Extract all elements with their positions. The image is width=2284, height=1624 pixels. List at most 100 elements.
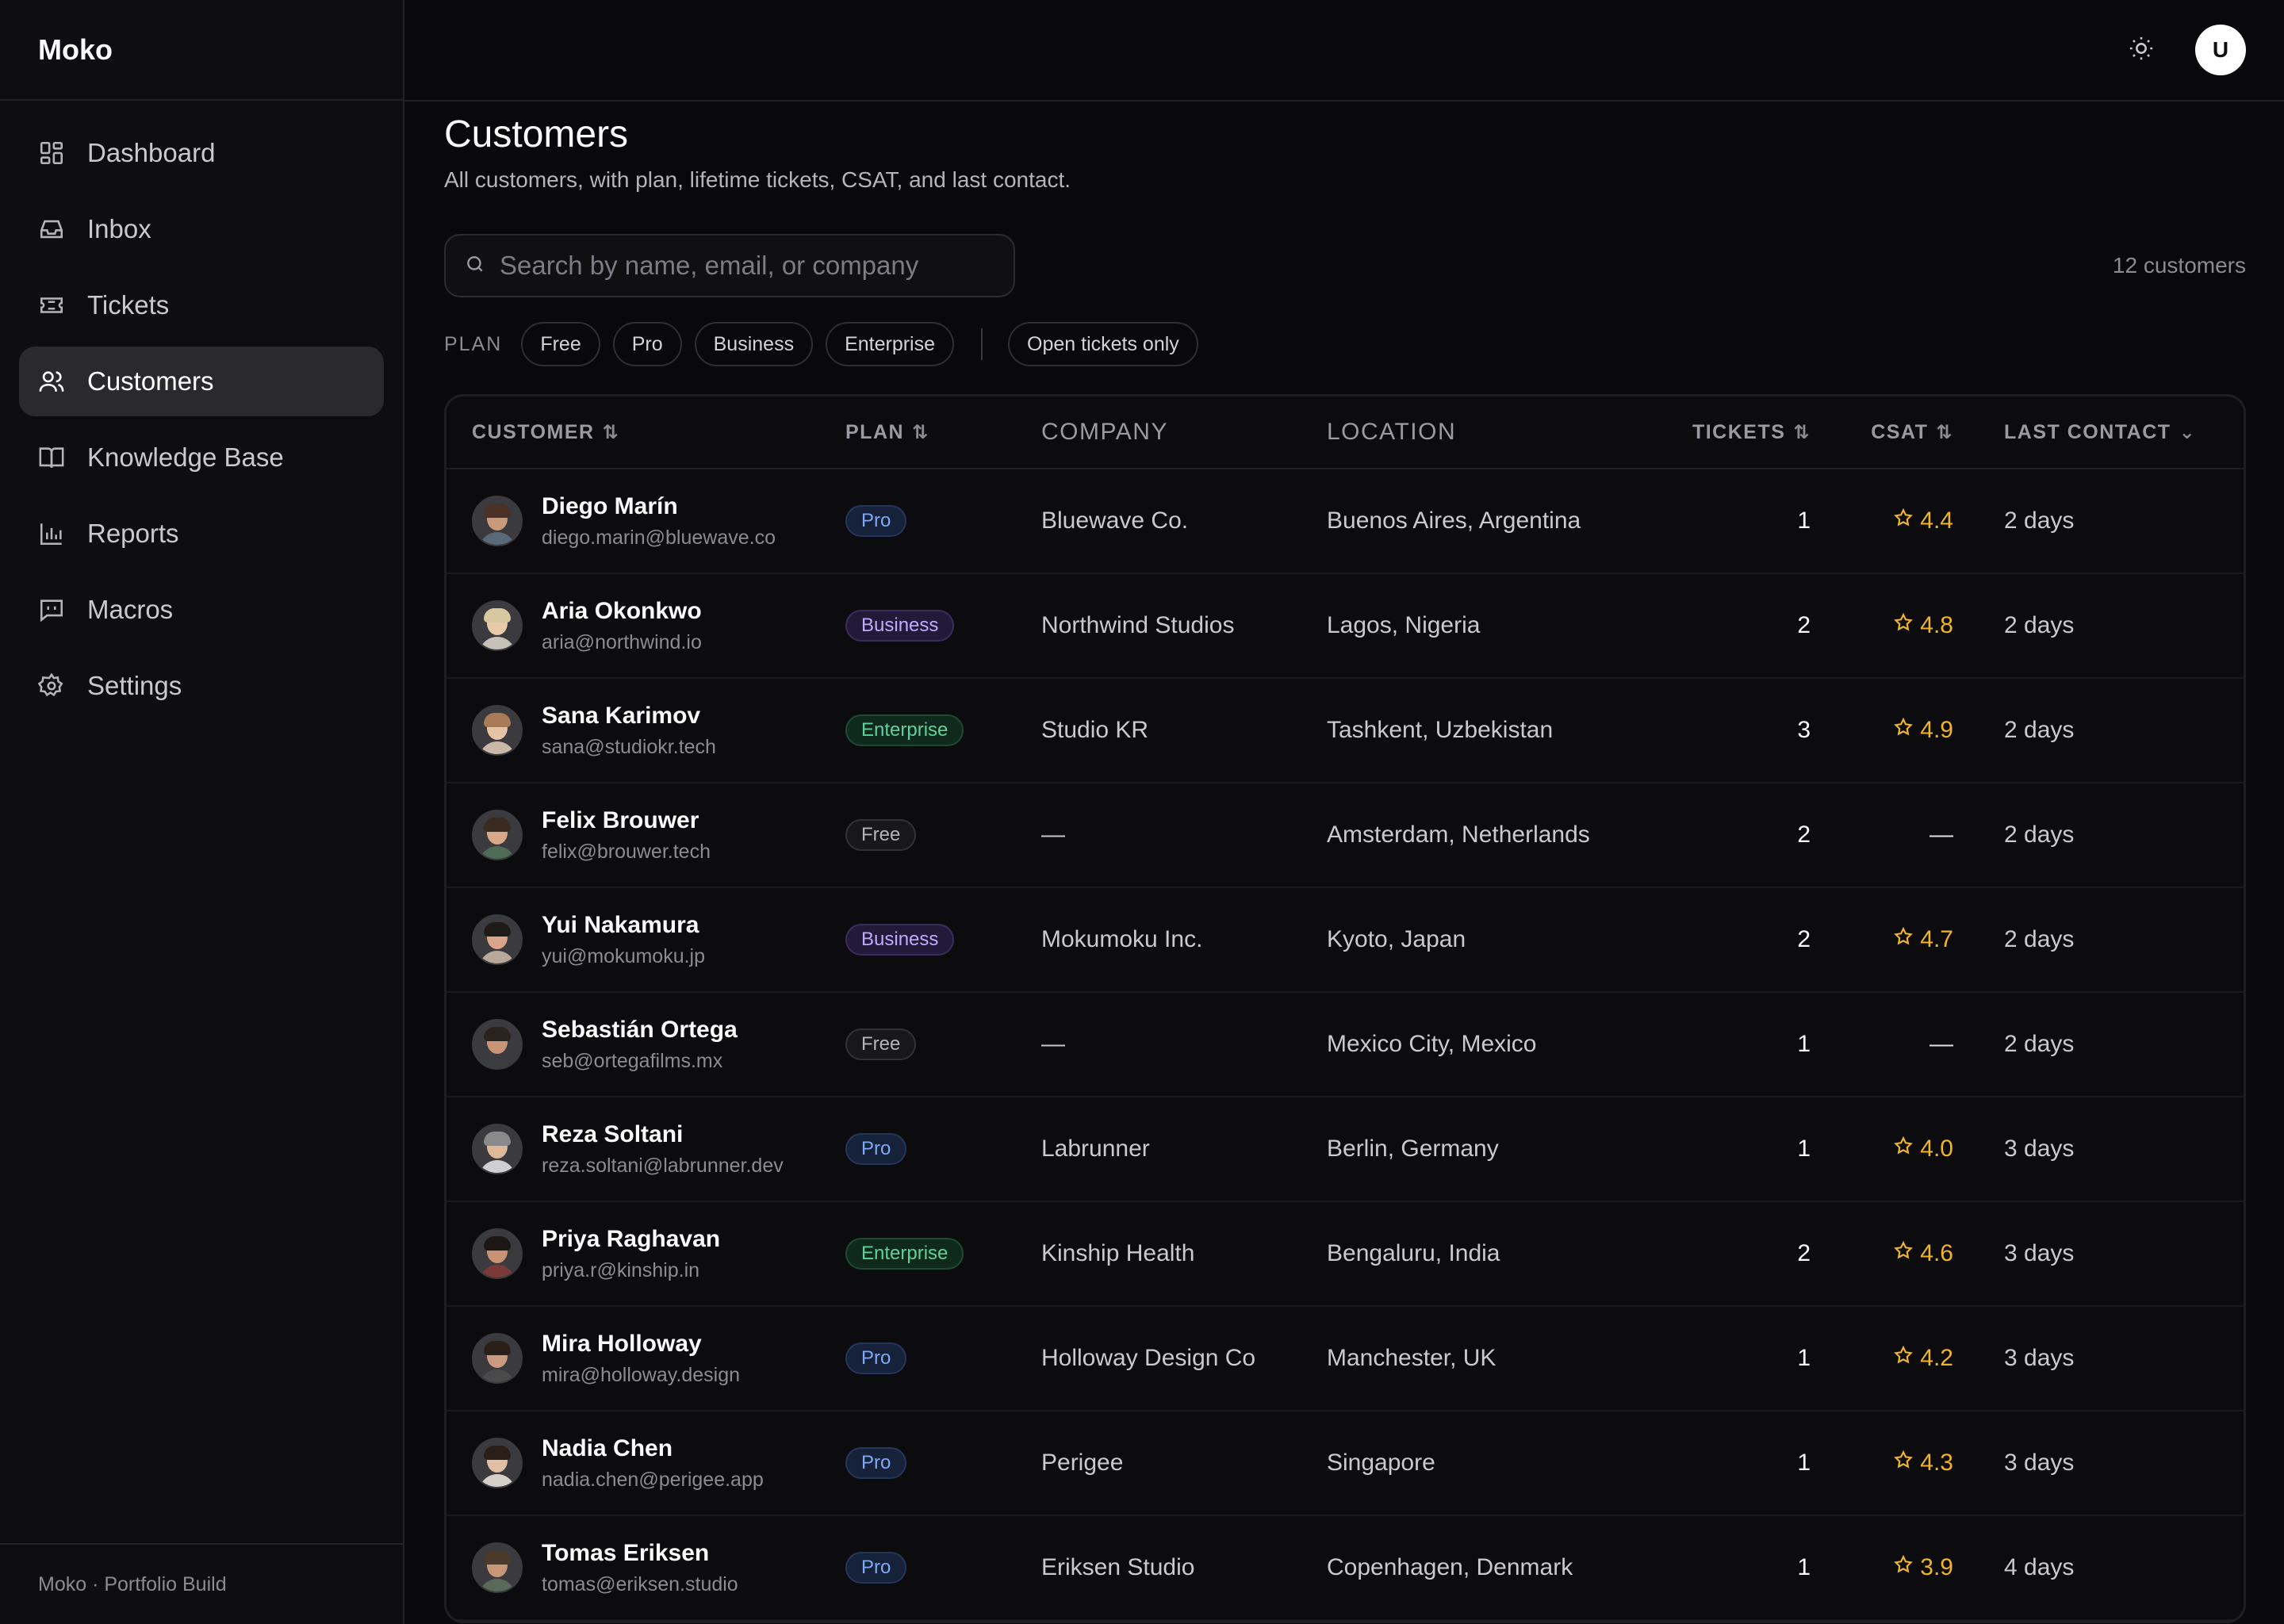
user-avatar-button[interactable]: U xyxy=(2195,25,2246,75)
csat-rating: 4.8 xyxy=(1893,612,1953,639)
csat-cell: 4.9 xyxy=(1811,717,1953,744)
search-input[interactable] xyxy=(500,251,1007,281)
table-row[interactable]: Nadia Chen nadia.chen@perigee.app Pro Pe… xyxy=(446,1411,2244,1516)
customer-name[interactable]: Diego Marín xyxy=(542,492,678,519)
customer-name[interactable]: Sana Karimov xyxy=(542,702,701,729)
table-row[interactable]: Reza Soltani reza.soltani@labrunner.dev … xyxy=(446,1097,2244,1202)
sidebar-item-customers[interactable]: Customers xyxy=(19,347,384,416)
table-row[interactable]: Priya Raghavan priya.r@kinship.in Enterp… xyxy=(446,1202,2244,1307)
location-cell: Berlin, Germany xyxy=(1327,1136,1499,1162)
csat-cell: — xyxy=(1811,822,1953,848)
avatar xyxy=(472,1333,523,1384)
csat-value: 4.2 xyxy=(1920,1345,1953,1371)
customer-name[interactable]: Mira Holloway xyxy=(542,1330,702,1357)
customer-cell: Priya Raghavan priya.r@kinship.in xyxy=(446,1226,845,1282)
sidebar-item-label: Tickets xyxy=(87,290,170,320)
table-row[interactable]: Tomas Eriksen tomas@eriksen.studio Pro E… xyxy=(446,1516,2244,1621)
sidebar-item-reports[interactable]: Reports xyxy=(19,499,384,569)
sidebar-item-knowledge-base[interactable]: Knowledge Base xyxy=(19,423,384,492)
customer-name[interactable]: Priya Raghavan xyxy=(542,1225,721,1252)
brand-logo[interactable]: Moko xyxy=(0,0,403,101)
csat-value: 4.3 xyxy=(1920,1450,1953,1476)
tickets-cell: 2 xyxy=(1797,822,1811,848)
csat-rating: 3.9 xyxy=(1893,1554,1953,1581)
location-cell: Tashkent, Uzbekistan xyxy=(1327,717,1554,743)
csat-cell: 4.0 xyxy=(1811,1136,1953,1162)
customer-name[interactable]: Reza Soltani xyxy=(542,1120,684,1147)
customer-cell: Sana Karimov sana@studiokr.tech xyxy=(446,703,845,759)
filter-chip-open-tickets-only[interactable]: Open tickets only xyxy=(1008,322,1198,366)
table-row[interactable]: Yui Nakamura yui@mokumoku.jp Business Mo… xyxy=(446,888,2244,993)
plan-cell: Pro xyxy=(845,505,1041,537)
csat-cell: 4.8 xyxy=(1811,612,1953,639)
csat-rating: 4.9 xyxy=(1893,717,1953,744)
filter-chip-business[interactable]: Business xyxy=(694,322,814,366)
customer-name[interactable]: Aria Okonkwo xyxy=(542,597,702,624)
table-row[interactable]: Aria Okonkwo aria@northwind.io Business … xyxy=(446,574,2244,679)
tickets-cell: 1 xyxy=(1797,1554,1811,1580)
filter-chip-free[interactable]: Free xyxy=(521,322,600,366)
sidebar-item-settings[interactable]: Settings xyxy=(19,651,384,721)
location-cell: Buenos Aires, Argentina xyxy=(1327,508,1581,534)
table-row[interactable]: Sebastián Ortega seb@ortegafilms.mx Free… xyxy=(446,993,2244,1097)
customer-email: priya.r@kinship.in xyxy=(542,1258,700,1281)
customer-name[interactable]: Sebastián Ortega xyxy=(542,1016,738,1043)
theme-toggle-button[interactable] xyxy=(2122,31,2160,69)
customer-email: seb@ortegafilms.mx xyxy=(542,1049,723,1072)
column-header-csat[interactable]: CSAT ⇅ xyxy=(1811,421,1953,444)
customer-email: nadia.chen@perigee.app xyxy=(542,1468,764,1491)
sort-icon: ⇅ xyxy=(1936,421,1953,443)
sidebar-item-tickets[interactable]: Tickets xyxy=(19,270,384,340)
table-row[interactable]: Felix Brouwer felix@brouwer.tech Free — … xyxy=(446,783,2244,888)
customer-cell: Nadia Chen nadia.chen@perigee.app xyxy=(446,1435,845,1492)
sidebar: Moko Dashboard Inbox Tickets Customers xyxy=(0,0,404,1624)
table-body: Diego Marín diego.marin@bluewave.co Pro … xyxy=(446,469,2244,1621)
column-header-plan[interactable]: PLAN ⇅ xyxy=(845,421,1041,444)
customer-name[interactable]: Tomas Eriksen xyxy=(542,1539,710,1566)
column-header-tickets[interactable]: TICKETS ⇅ xyxy=(1668,421,1811,444)
sidebar-item-inbox[interactable]: Inbox xyxy=(19,194,384,264)
customer-email: aria@northwind.io xyxy=(542,630,702,653)
table-row[interactable]: Sana Karimov sana@studiokr.tech Enterpri… xyxy=(446,679,2244,783)
customer-name[interactable]: Yui Nakamura xyxy=(542,911,699,938)
search-box[interactable] xyxy=(444,234,1015,297)
tickets-cell: 1 xyxy=(1797,1136,1811,1162)
avatar xyxy=(472,914,523,965)
company-cell: Eriksen Studio xyxy=(1041,1554,1195,1580)
plan-cell: Business xyxy=(845,610,1041,642)
plan-cell: Enterprise xyxy=(845,1238,1041,1270)
last-contact-cell: 2 days xyxy=(2004,926,2075,952)
customer-email: mira@holloway.design xyxy=(542,1363,741,1386)
column-header-label: LOCATION xyxy=(1327,419,1457,445)
table-row[interactable]: Diego Marín diego.marin@bluewave.co Pro … xyxy=(446,469,2244,574)
plan-cell: Pro xyxy=(845,1133,1041,1165)
tickets-cell: 3 xyxy=(1797,717,1811,743)
sidebar-item-macros[interactable]: Macros xyxy=(19,575,384,645)
sidebar-item-dashboard[interactable]: Dashboard xyxy=(19,118,384,188)
csat-cell: 4.3 xyxy=(1811,1450,1953,1477)
customer-cell: Diego Marín diego.marin@bluewave.co xyxy=(446,493,845,550)
company-cell: Labrunner xyxy=(1041,1136,1150,1162)
column-header-label: LAST CONTACT xyxy=(2004,420,2171,443)
customer-name[interactable]: Nadia Chen xyxy=(542,1434,673,1461)
inbox-icon xyxy=(38,216,65,243)
plan-badge: Business xyxy=(845,610,955,642)
customer-email: tomas@eriksen.studio xyxy=(542,1572,738,1595)
sort-icon: ⇅ xyxy=(1793,421,1811,443)
column-header-customer[interactable]: CUSTOMER ⇅ xyxy=(446,421,845,444)
customer-name[interactable]: Felix Brouwer xyxy=(542,806,699,833)
customer-cell: Yui Nakamura yui@mokumoku.jp xyxy=(446,912,845,968)
table-row[interactable]: Mira Holloway mira@holloway.design Pro H… xyxy=(446,1307,2244,1411)
star-icon xyxy=(1893,1136,1920,1162)
filter-chip-enterprise[interactable]: Enterprise xyxy=(826,322,955,366)
plan-badge: Enterprise xyxy=(845,1238,964,1270)
sun-icon xyxy=(2128,35,2155,66)
filter-chip-pro[interactable]: Pro xyxy=(612,322,682,366)
last-contact-cell: 3 days xyxy=(2004,1240,2075,1266)
column-header-last-contact[interactable]: LAST CONTACT ⌄ xyxy=(1953,421,2207,444)
plan-badge: Pro xyxy=(845,505,907,537)
star-icon xyxy=(1893,1240,1920,1267)
last-contact-cell: 2 days xyxy=(2004,717,2075,743)
company-cell: Northwind Studios xyxy=(1041,612,1235,638)
sidebar-item-label: Customers xyxy=(87,366,214,396)
